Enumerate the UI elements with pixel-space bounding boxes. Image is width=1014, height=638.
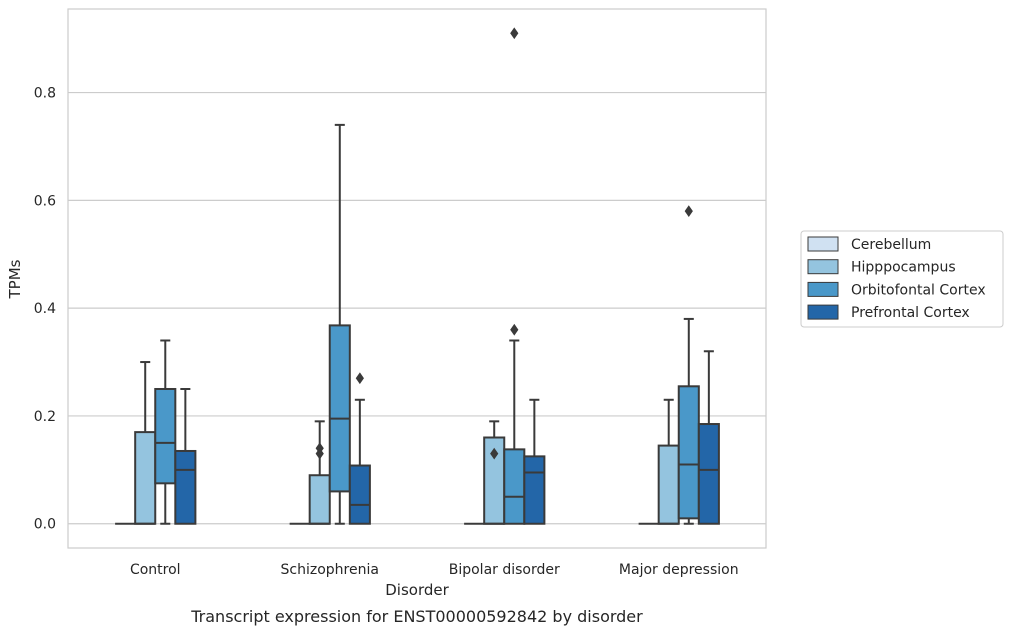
x-tick-label: Major depression (619, 562, 739, 578)
legend-swatch (807, 281, 839, 297)
outlier-point (684, 205, 693, 217)
x-axis-ticks: Control Schizophrenia Bipolar disorder Majo… (130, 562, 739, 578)
box-body (697, 423, 720, 525)
box-body (328, 324, 351, 493)
y-tick-label: 0.0 (34, 517, 56, 533)
box-body (657, 444, 680, 525)
outlier-point (510, 323, 519, 336)
y-axis-label: TPMs (6, 259, 24, 299)
box-1-3 (657, 398, 680, 525)
box-3-1 (348, 372, 371, 525)
legend-label: Prefrontal Cortex (851, 305, 970, 321)
box-body (154, 387, 177, 485)
legend-swatch (807, 259, 839, 275)
box-3-3 (697, 350, 720, 525)
box-body (503, 448, 526, 525)
outlier-point (490, 447, 499, 460)
y-tick-label: 0.6 (34, 193, 56, 209)
box-body (308, 474, 331, 525)
x-tick-label: Control (130, 562, 181, 578)
legend-label: Hipppocampus (851, 260, 956, 276)
legend-frame (800, 230, 1004, 328)
box-3-2 (523, 398, 546, 525)
box-series (115, 27, 720, 525)
box-3-0 (174, 387, 197, 525)
x-tick-label: Bipolar disorder (449, 562, 560, 578)
y-tick-label: 0.4 (34, 301, 56, 317)
box-2-1 (328, 123, 351, 525)
box-1-1 (308, 420, 331, 525)
outlier-point (315, 447, 324, 460)
x-axis-label: Disorder (385, 581, 449, 599)
legend-swatch (807, 304, 839, 320)
y-tick-label: 0.8 (34, 86, 56, 102)
box-body (174, 449, 197, 525)
box-body (523, 455, 546, 525)
outlier-point (355, 372, 364, 385)
box-2-3 (677, 205, 700, 525)
outlier-point (510, 27, 519, 40)
y-axis-ticks: 0.0 0.2 0.4 0.6 0.8 (34, 86, 56, 533)
box-body (677, 385, 700, 520)
box-2-0 (154, 339, 177, 525)
legend: Cerebellum Hipppocampus Orbitofontal Corte… (800, 230, 1004, 328)
box-2-2 (503, 27, 526, 525)
box-body (348, 464, 371, 525)
box-1-2 (483, 420, 506, 525)
x-tick-label: Schizophrenia (281, 562, 379, 578)
legend-label: Orbitofontal Cortex (851, 282, 986, 298)
y-tick-label: 0.2 (34, 409, 56, 425)
box-body (134, 431, 157, 525)
legend-swatch (807, 236, 839, 252)
chart-caption: Transcript expression for ENST0000059284… (190, 607, 643, 626)
legend-label: Cerebellum (851, 237, 931, 253)
